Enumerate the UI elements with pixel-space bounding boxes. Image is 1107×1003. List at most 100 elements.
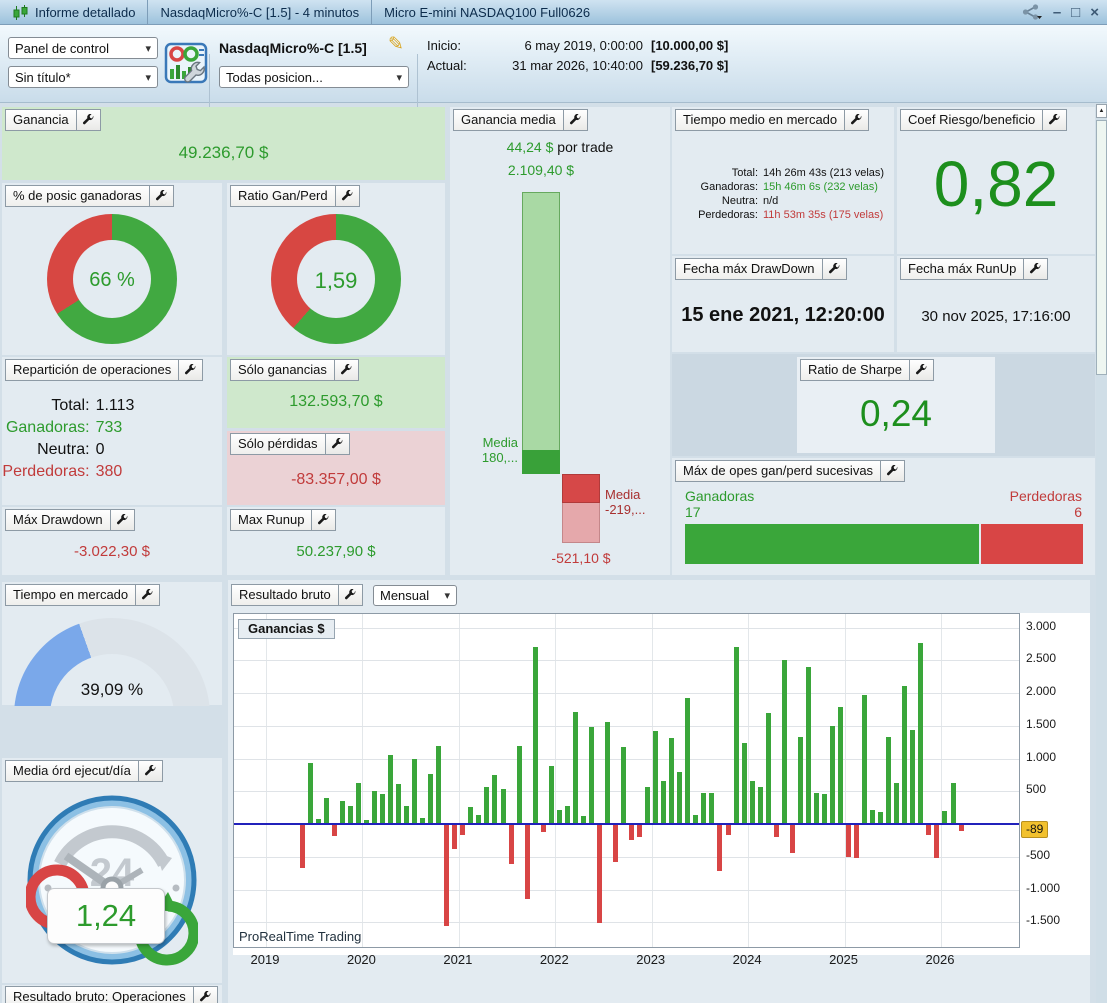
x-axis-label: 2026 [925, 952, 955, 967]
trade-split-table: Total: 1.113 Ganadoras: 733 Neutra: 0 Pe… [2, 397, 222, 481]
chart-bar [621, 747, 627, 824]
settings-wrench-button[interactable] [881, 460, 906, 482]
chart-bar [508, 825, 514, 865]
chart-bar [942, 810, 948, 824]
y-gridline [234, 922, 1019, 924]
control-panel-dropdown[interactable]: Panel de control ▾ [8, 37, 158, 59]
time-loss-value: 11h 53m 35s (175 velas) [763, 209, 884, 221]
panel-tiempo-mercado-title: Tiempo en mercado [5, 584, 137, 606]
chart-bar [870, 810, 876, 824]
period-dropdown[interactable]: Mensual ▾ [373, 585, 457, 606]
titlebar: Informe detallado NasdaqMicro%-C [1.5] -… [0, 0, 1107, 25]
chevron-down-icon: ▾ [145, 42, 151, 55]
settings-wrench-button[interactable] [149, 185, 174, 207]
scrollbar-up-button[interactable]: ▲ [1096, 104, 1107, 118]
settings-wrench-button[interactable] [138, 760, 163, 782]
chart-bar [388, 754, 394, 824]
settings-wrench-button[interactable] [335, 185, 360, 207]
settings-wrench-button[interactable] [325, 433, 350, 455]
per-trade-value: 44,24 $ [506, 139, 554, 155]
y-axis-label: 2.000 [1026, 684, 1057, 698]
chart-bar [596, 825, 602, 924]
chart-bar [315, 819, 321, 824]
winrate-donut [47, 214, 177, 344]
window-title: Informe detallado [35, 4, 136, 20]
chart-bar [613, 825, 619, 862]
panel-fecha-drawdown: Fecha máx DrawDown 15 ene 2021, 12:20:00 [672, 256, 894, 352]
chart-bar [757, 786, 763, 824]
proreal-watermark: ProRealTime Trading [239, 929, 362, 944]
maximize-button[interactable]: □ [1071, 3, 1081, 21]
actual-date: 31 mar 2026, 10:40:00 [512, 58, 643, 73]
settings-wrench-button[interactable] [338, 584, 363, 606]
chart-bar [524, 825, 530, 899]
x-axis-label: 2021 [443, 952, 473, 967]
orders-per-day-value: 1,24 [75, 898, 137, 933]
time-gauge-value: 39,09 % [80, 680, 144, 699]
settings-wrench-button[interactable] [76, 109, 101, 131]
share-icon[interactable] [1021, 4, 1043, 20]
panel-max-drawdown: Máx Drawdown -3.022,30 $ [2, 507, 222, 575]
panel-posic-title: % de posic ganadoras [5, 185, 150, 207]
edit-pencil-icon[interactable]: ✎ [388, 34, 404, 55]
panel-fecha-dd-title: Fecha máx DrawDown [675, 258, 823, 280]
y-gridline [234, 627, 1019, 629]
profit-chart-plot: Ganancias $ ProRealTime Trading [233, 613, 1020, 948]
per-trade-suffix: por trade [557, 139, 614, 155]
positions-dropdown[interactable]: Todas posicion... ▾ [219, 66, 409, 88]
settings-wrench-button[interactable] [822, 258, 847, 280]
chart-bar [645, 787, 651, 824]
settings-wrench-button[interactable] [179, 359, 204, 381]
close-button[interactable]: × [1090, 3, 1099, 21]
chart-canvas: Ganancias $ ProRealTime Trading 3.000 2.5… [233, 613, 1090, 967]
chart-bar [854, 825, 860, 858]
panel-sharpe-title: Ratio de Sharpe [800, 359, 910, 381]
layout-dropdown[interactable]: Sin título* ▾ [8, 66, 158, 88]
chart-bar [789, 825, 795, 853]
report-settings-icon-button[interactable] [164, 41, 208, 88]
settings-wrench-button[interactable] [1043, 109, 1068, 131]
settings-wrench-button[interactable] [909, 359, 934, 381]
streak-loss-label: Perdedoras [1009, 488, 1082, 504]
split-win-value: 733 [95, 419, 123, 436]
vertical-scrollbar[interactable]: ▲ [1096, 103, 1107, 1003]
settings-wrench-button[interactable] [136, 584, 161, 606]
titlebar-report-tab: Informe detallado [0, 0, 147, 24]
control-panel-dropdown-value: Panel de control [15, 40, 109, 56]
minimize-button[interactable]: – [1052, 3, 1062, 21]
fecha-runup-value: 30 nov 2025, 17:16:00 [921, 308, 1071, 325]
layout-dropdown-value: Sin título* [15, 69, 71, 85]
chart-bar [829, 726, 835, 824]
toolbar-separator [209, 54, 210, 124]
split-total-value: 1.113 [95, 397, 135, 414]
settings-wrench-button[interactable] [334, 359, 359, 381]
inicio-label: Inicio: [427, 38, 461, 53]
settings-wrench-button[interactable] [312, 509, 337, 531]
y-axis-label: -1.500 [1026, 913, 1061, 928]
scrollbar-thumb[interactable] [1096, 120, 1107, 375]
panel-ganancia: Ganancia 49.236,70 $ [2, 107, 445, 180]
avg-loss-bar [562, 503, 600, 543]
solo-perdidas-value: -83.357,00 $ [291, 471, 381, 488]
year-gridline [458, 614, 460, 947]
panel-tiempo-medio-title: Tiempo medio en mercado [675, 109, 846, 131]
settings-wrench-button[interactable] [193, 986, 218, 1003]
max-runup-value: 50.237,90 $ [296, 543, 376, 560]
y-axis-label: 2.500 [1026, 651, 1057, 666]
chart-bar [918, 642, 924, 824]
chart-bar [950, 783, 956, 824]
media-win-caption: Media 180,... [481, 435, 518, 465]
settings-wrench-button[interactable] [563, 109, 588, 131]
chart-legend-button[interactable]: Ganancias $ [238, 619, 335, 639]
year-gridline [266, 614, 267, 947]
instrument-title: Micro E-mini NASDAQ100 Full0626 [384, 4, 591, 20]
chart-bar [926, 825, 932, 836]
settings-wrench-button[interactable] [1024, 258, 1049, 280]
settings-wrench-button[interactable] [845, 109, 870, 131]
inicio-date: 6 may 2019, 0:00:00 [524, 38, 643, 53]
chart-bar [379, 793, 385, 824]
year-gridline [940, 614, 942, 947]
chart-bar [476, 815, 482, 824]
settings-wrench-button[interactable] [110, 509, 135, 531]
